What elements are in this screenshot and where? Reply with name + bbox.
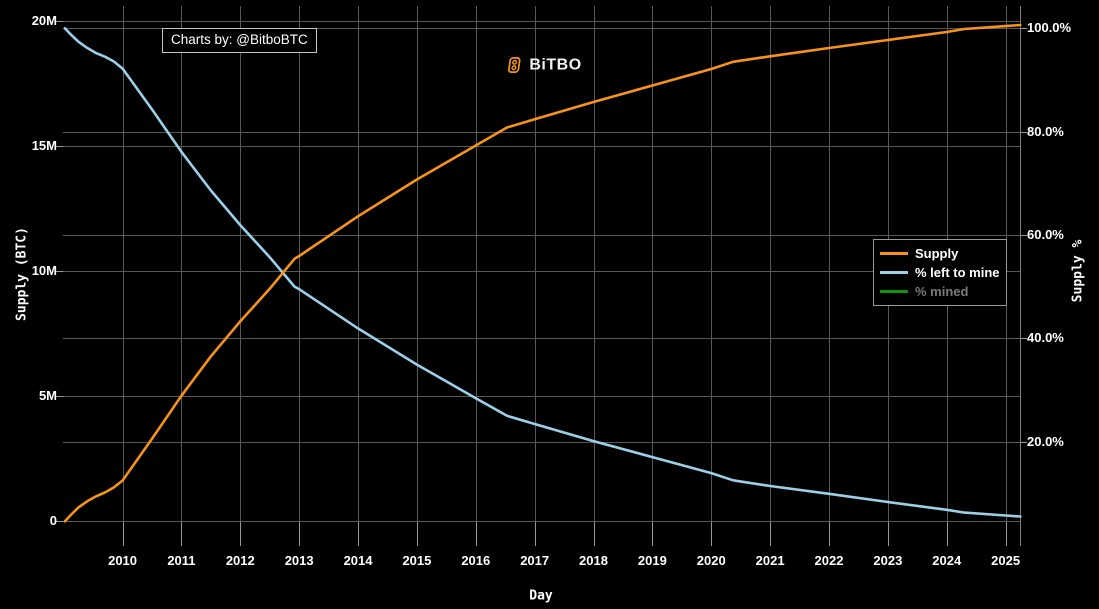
y-axis-right-tick-label: 100.0%	[1027, 20, 1072, 36]
y-axis-left-title: Supply (BTC)	[14, 227, 30, 321]
x-axis-tick-label: 2022	[814, 553, 844, 568]
y-axis-left-tick-label: 10M	[31, 263, 57, 279]
y-axis-right-tick-label: 60.0%	[1027, 226, 1064, 242]
bitbo-logo-text: BiTBO	[529, 56, 582, 73]
legend-swatch--left-to-mine	[880, 271, 908, 274]
x-axis-title: Day	[529, 588, 553, 604]
y-axis-left-tick-label: 15M	[31, 138, 57, 154]
legend-swatch-supply	[880, 252, 908, 255]
legend-label--left-to-mine: % left to mine	[915, 265, 1000, 280]
x-axis-tick-label: 2010	[108, 553, 138, 568]
series-line--left-to-mine[interactable]	[63, 26, 1022, 518]
series-line-supply[interactable]	[63, 23, 1022, 523]
x-axis-tick-label: 2024	[932, 553, 962, 568]
x-axis-tick-label: 2023	[873, 553, 903, 568]
y-axis-right-tick-label: 40.0%	[1027, 330, 1064, 346]
legend-item--mined[interactable]: % mined	[874, 282, 1006, 301]
y-axis-right-title: Supply %	[1070, 239, 1086, 303]
y-axis-left-tick-label: 0	[49, 513, 57, 529]
x-axis-tick-label: 2012	[225, 553, 255, 568]
legend-label-supply: Supply	[915, 246, 959, 261]
x-axis-tick-label: 2016	[461, 553, 491, 568]
x-axis-tick-label: 2013	[284, 553, 314, 568]
legend-item-supply[interactable]: Supply	[874, 244, 1006, 263]
legend-label--mined: % mined	[915, 284, 969, 299]
bitbo-b-icon	[504, 56, 523, 75]
watermark-box: Charts by: @BitboBTC	[162, 28, 317, 53]
x-axis-tick-label: 2025	[991, 553, 1021, 568]
x-axis-tick-label: 2011	[167, 553, 196, 568]
legend-item--left-to-mine[interactable]: % left to mine	[874, 263, 1006, 282]
x-axis-tick-label: 2021	[755, 553, 785, 568]
watermark-text: Charts by: @BitboBTC	[171, 32, 308, 47]
y-axis-right-tick-label: 80.0%	[1027, 123, 1064, 139]
legend-swatch--mined	[880, 290, 908, 293]
y-axis-left-tick-label: 5M	[38, 388, 57, 404]
bitbo-logo: BiTBO	[504, 56, 581, 75]
x-axis-tick-label: 2020	[696, 553, 726, 568]
y-axis-right-tick-label: 20.0%	[1027, 433, 1064, 449]
legend: Supply % left to mine % mined	[873, 239, 1007, 306]
x-axis-tick-label: 2014	[343, 553, 373, 568]
x-axis-tick-label: 2018	[579, 553, 608, 568]
x-axis-tick-label: 2017	[520, 553, 550, 568]
x-axis-tick-label: 2019	[637, 553, 667, 568]
y-axis-left-tick-label: 20M	[31, 13, 57, 29]
x-axis-tick-label: 2015	[402, 553, 432, 568]
legend-items: Supply % left to mine % mined	[874, 244, 1006, 301]
